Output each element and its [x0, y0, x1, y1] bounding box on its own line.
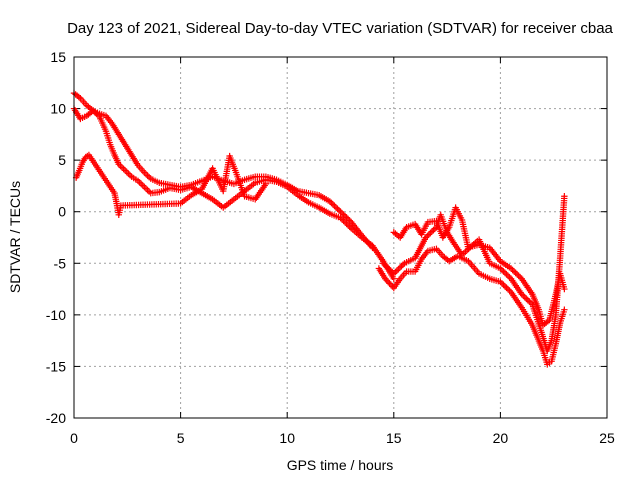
data-point	[335, 207, 343, 214]
data-point	[399, 261, 407, 268]
data-point	[497, 278, 504, 286]
data-point	[262, 180, 270, 188]
data-point	[510, 268, 518, 275]
data-point	[498, 266, 506, 274]
data-point	[392, 268, 399, 276]
y-tick-label: 5	[58, 152, 66, 168]
x-tick-label: 5	[177, 430, 185, 446]
data-point	[427, 229, 434, 237]
data-point	[381, 261, 388, 268]
data-point	[500, 281, 507, 288]
x-axis-label: GPS time / hours	[287, 457, 394, 473]
data-point	[328, 199, 335, 207]
data-point	[384, 264, 391, 271]
data-point	[340, 217, 347, 225]
data-point	[503, 271, 510, 278]
data-point	[504, 272, 512, 280]
data-point	[341, 219, 349, 226]
data-series	[379, 211, 568, 329]
data-point	[526, 298, 533, 305]
data-point	[422, 234, 429, 241]
data-point	[343, 214, 350, 221]
data-point	[386, 265, 393, 273]
data-point	[503, 284, 510, 291]
x-tick-label: 0	[70, 430, 78, 446]
plot-frame	[73, 56, 608, 419]
data-point	[521, 293, 528, 301]
data-point	[337, 208, 344, 215]
data-point	[513, 271, 521, 278]
data-point	[382, 263, 390, 270]
y-axis-label: SDTVAR / TECUs	[7, 181, 23, 293]
data-point	[340, 211, 347, 218]
data-point	[430, 226, 437, 234]
x-tick-label: 25	[599, 430, 615, 446]
data-point	[523, 295, 530, 302]
data-point	[393, 267, 401, 274]
data-point	[527, 299, 535, 307]
data-point	[341, 212, 349, 220]
data-point	[518, 291, 525, 298]
data-point	[398, 263, 405, 270]
data-point	[501, 283, 509, 290]
data-point	[501, 269, 509, 277]
data-point	[561, 285, 568, 293]
y-tick-label: -20	[46, 410, 66, 426]
y-tick-label: -5	[54, 255, 67, 271]
x-tick-label: 15	[386, 430, 402, 446]
data-point	[424, 232, 431, 240]
plot-area	[70, 89, 568, 368]
chart-title: Day 123 of 2021, Sidereal Day-to-day VTE…	[67, 20, 613, 37]
y-tick-label: -15	[46, 358, 66, 374]
data-point	[346, 217, 353, 224]
data-point	[338, 216, 346, 223]
y-tick-label: -10	[46, 307, 66, 323]
data-point	[515, 272, 522, 280]
data-point	[561, 193, 568, 200]
data-point	[390, 270, 397, 277]
data-point	[396, 264, 404, 271]
data-series	[72, 151, 270, 219]
data-point	[507, 265, 515, 272]
data-point	[512, 269, 519, 277]
data-point	[332, 204, 340, 211]
data-point	[334, 205, 341, 212]
data-series	[375, 245, 568, 368]
data-point	[498, 280, 506, 287]
x-tick-label: 20	[493, 430, 509, 446]
data-point	[326, 198, 334, 205]
data-point	[395, 265, 402, 273]
data-series	[390, 193, 568, 355]
data-point	[379, 260, 387, 267]
data-point	[500, 268, 507, 275]
data-point	[428, 228, 436, 235]
data-point	[344, 215, 352, 223]
data-point	[509, 266, 516, 274]
data-point	[331, 202, 338, 210]
data-point	[337, 214, 344, 222]
data-point	[504, 286, 512, 293]
y-tick-label: 0	[58, 204, 66, 220]
data-point	[346, 223, 353, 230]
data-point	[344, 222, 352, 229]
data-point	[497, 265, 504, 272]
data-point	[387, 267, 394, 274]
data-point	[524, 296, 532, 304]
data-point	[329, 201, 337, 208]
data-point	[520, 292, 527, 299]
y-tick-label: 10	[50, 101, 66, 117]
data-point	[338, 209, 346, 217]
data-point	[561, 306, 568, 313]
y-tick-label: 15	[50, 49, 66, 65]
data-point	[343, 220, 350, 227]
x-tick-label: 10	[279, 430, 295, 446]
data-point	[425, 231, 433, 238]
data-series	[70, 105, 397, 282]
